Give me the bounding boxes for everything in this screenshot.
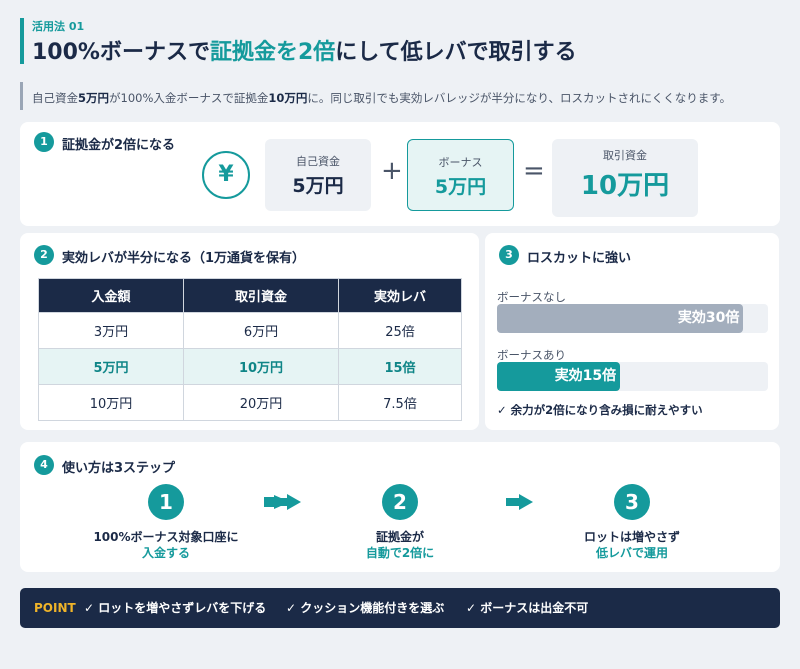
table-row: 3万円 6万円 25倍	[38, 312, 462, 349]
bar-label: 実効15倍	[554, 368, 617, 384]
td: 6万円	[183, 312, 339, 349]
card-2: 2 実効レバが半分になる（1万通貨を保有） 入金額 取引資金 実効レバ 3万円 6…	[20, 233, 479, 430]
step-line: 入金する	[141, 546, 190, 560]
lead: 自己資金5万円が100%入金ボーナスで証拠金10万円に。同じ取引でも実効レバレッ…	[32, 90, 731, 106]
lead-text: 自己資金	[32, 91, 78, 105]
title: 100%ボーナスで証拠金を2倍にして低レバで取引する	[32, 34, 577, 66]
td: 10万円	[38, 384, 184, 421]
title-part: 100%ボーナスで	[32, 40, 210, 65]
table-row: 10万円 20万円 7.5倍	[38, 384, 462, 421]
operator: =	[523, 156, 545, 186]
td: 7.5倍	[338, 384, 462, 421]
bar-category: ボーナスなし	[497, 290, 566, 304]
point-label: POINT	[34, 601, 76, 615]
operator: +	[381, 156, 403, 186]
td: 5万円	[38, 348, 184, 385]
header-accent	[20, 18, 24, 64]
td: 20万円	[183, 384, 339, 421]
arrow-shaft	[274, 498, 288, 506]
tag: 活用法 01	[32, 20, 85, 33]
lead-text: に。同じ取引でも実効レバレッジが半分になり、ロスカットされにくくなります。	[307, 91, 732, 105]
title-highlight: 証拠金を2倍	[209, 40, 336, 65]
table-body: 3万円 6万円 25倍 5万円 10万円 15倍 10万円 20万円 7.5倍	[38, 312, 462, 421]
table-header: 入金額 取引資金 実効レバ	[38, 278, 462, 313]
lead-bold: 5万円	[78, 91, 110, 105]
td: 3万円	[38, 312, 184, 349]
box-bonus: ボーナス 5万円	[407, 139, 514, 211]
step-text: 100%ボーナス対象口座に 入金する	[56, 529, 276, 561]
box-value: 10万円	[580, 171, 670, 201]
step-line: 自動で2倍に	[365, 546, 435, 560]
section-number: 1	[34, 132, 54, 152]
box-value: 5万円	[292, 175, 344, 197]
lead-bold: 10万円	[268, 91, 308, 105]
note: ✓ 余力が2倍になり含み損に耐えやすい	[497, 403, 703, 417]
th: 取引資金	[183, 278, 339, 313]
arrow-shaft	[506, 498, 520, 506]
arrow-head	[287, 494, 301, 510]
td: 15倍	[338, 348, 462, 385]
card-1: 1 証拠金が2倍になる ¥ 自己資金 5万円 + ボーナス 5万円 = 取引資金 10…	[20, 122, 780, 226]
yen-icon: ¥	[202, 151, 250, 199]
section-number: 4	[34, 455, 54, 475]
section-title: 実効レバが半分になる（1万通貨を保有）	[62, 251, 306, 266]
bar-track: 実効30倍	[497, 304, 768, 333]
step-text: 証拠金が自動で2倍に	[290, 529, 510, 561]
point-item: ✓ クッション機能付きを選ぶ	[286, 601, 445, 615]
td: 25倍	[338, 312, 462, 349]
box-label: ボーナス	[438, 156, 483, 169]
point-item: ✓ ボーナスは出金不可	[466, 601, 589, 615]
step-number: 2	[382, 484, 418, 520]
bar: 実効15倍	[497, 362, 621, 391]
bar-label: 実効30倍	[677, 310, 740, 326]
section-number: 2	[34, 245, 54, 265]
step-line: ロットは増やさず	[583, 530, 680, 544]
step-number: 1	[148, 484, 184, 520]
bar-category: ボーナスあり	[497, 348, 566, 362]
section-title: 使い方は3ステップ	[62, 461, 176, 476]
td: 10万円	[183, 348, 339, 385]
point-item: ✓ ロットを増やさずレバを下げる	[84, 601, 267, 615]
step-line: 100%ボーナス対象口座に	[93, 530, 239, 544]
card-4: 4 使い方は3ステップ 1 100%ボーナス対象口座に 入金する 2 証拠金が自動で2倍…	[20, 442, 780, 572]
arrow-head	[519, 494, 533, 510]
section-title: ロスカットに強い	[527, 251, 632, 266]
bar: 実効30倍	[497, 304, 744, 333]
section-number: 3	[499, 245, 519, 265]
step-line: 証拠金が	[375, 530, 424, 544]
bar-track: 実効15倍	[497, 362, 768, 391]
step-text: ロットは増やさず 低レバで運用	[522, 529, 742, 561]
lead-accent	[20, 82, 23, 110]
th: 入金額	[38, 278, 184, 313]
title-part: にして低レバで取引する	[335, 40, 577, 65]
th: 実効レバ	[338, 278, 462, 313]
step-number: 3	[614, 484, 650, 520]
box-own: 自己資金 5万円	[265, 139, 371, 211]
step-line: 低レバで運用	[595, 546, 668, 560]
box-label: 取引資金	[603, 149, 647, 162]
box-total: 取引資金 10万円	[552, 139, 698, 217]
table-row: 5万円 10万円 15倍	[38, 348, 462, 385]
section-title: 証拠金が2倍になる	[62, 138, 176, 153]
point-bar: POINT ✓ ロットを増やさずレバを下げる ✓ クッション機能付きを選ぶ ✓ …	[20, 588, 780, 628]
box-label: 自己資金	[296, 155, 340, 168]
leverage-table: 入金額 取引資金 実効レバ 3万円 6万円 25倍 5万円 10万円 15倍 10万円 20万…	[38, 278, 462, 421]
lead-text: が100%入金ボーナスで証拠金	[109, 91, 269, 105]
box-value: 5万円	[434, 176, 487, 198]
